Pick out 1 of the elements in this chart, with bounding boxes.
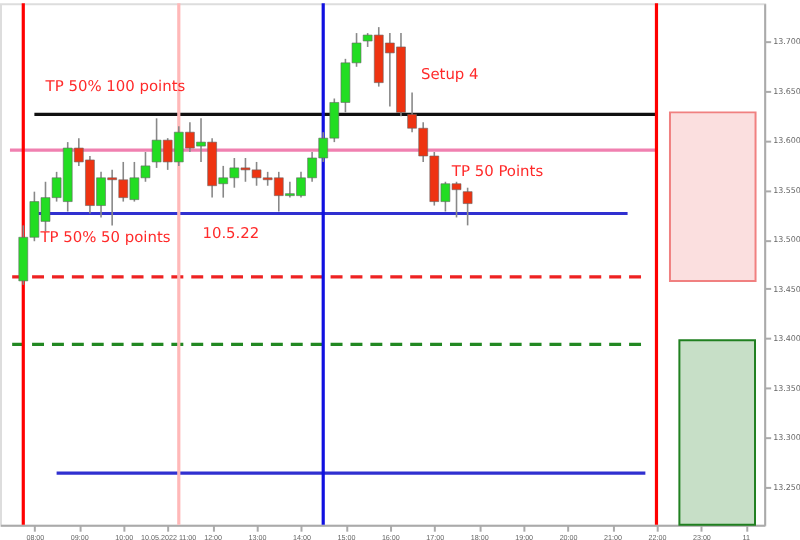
candlestick (462, 186, 473, 227)
